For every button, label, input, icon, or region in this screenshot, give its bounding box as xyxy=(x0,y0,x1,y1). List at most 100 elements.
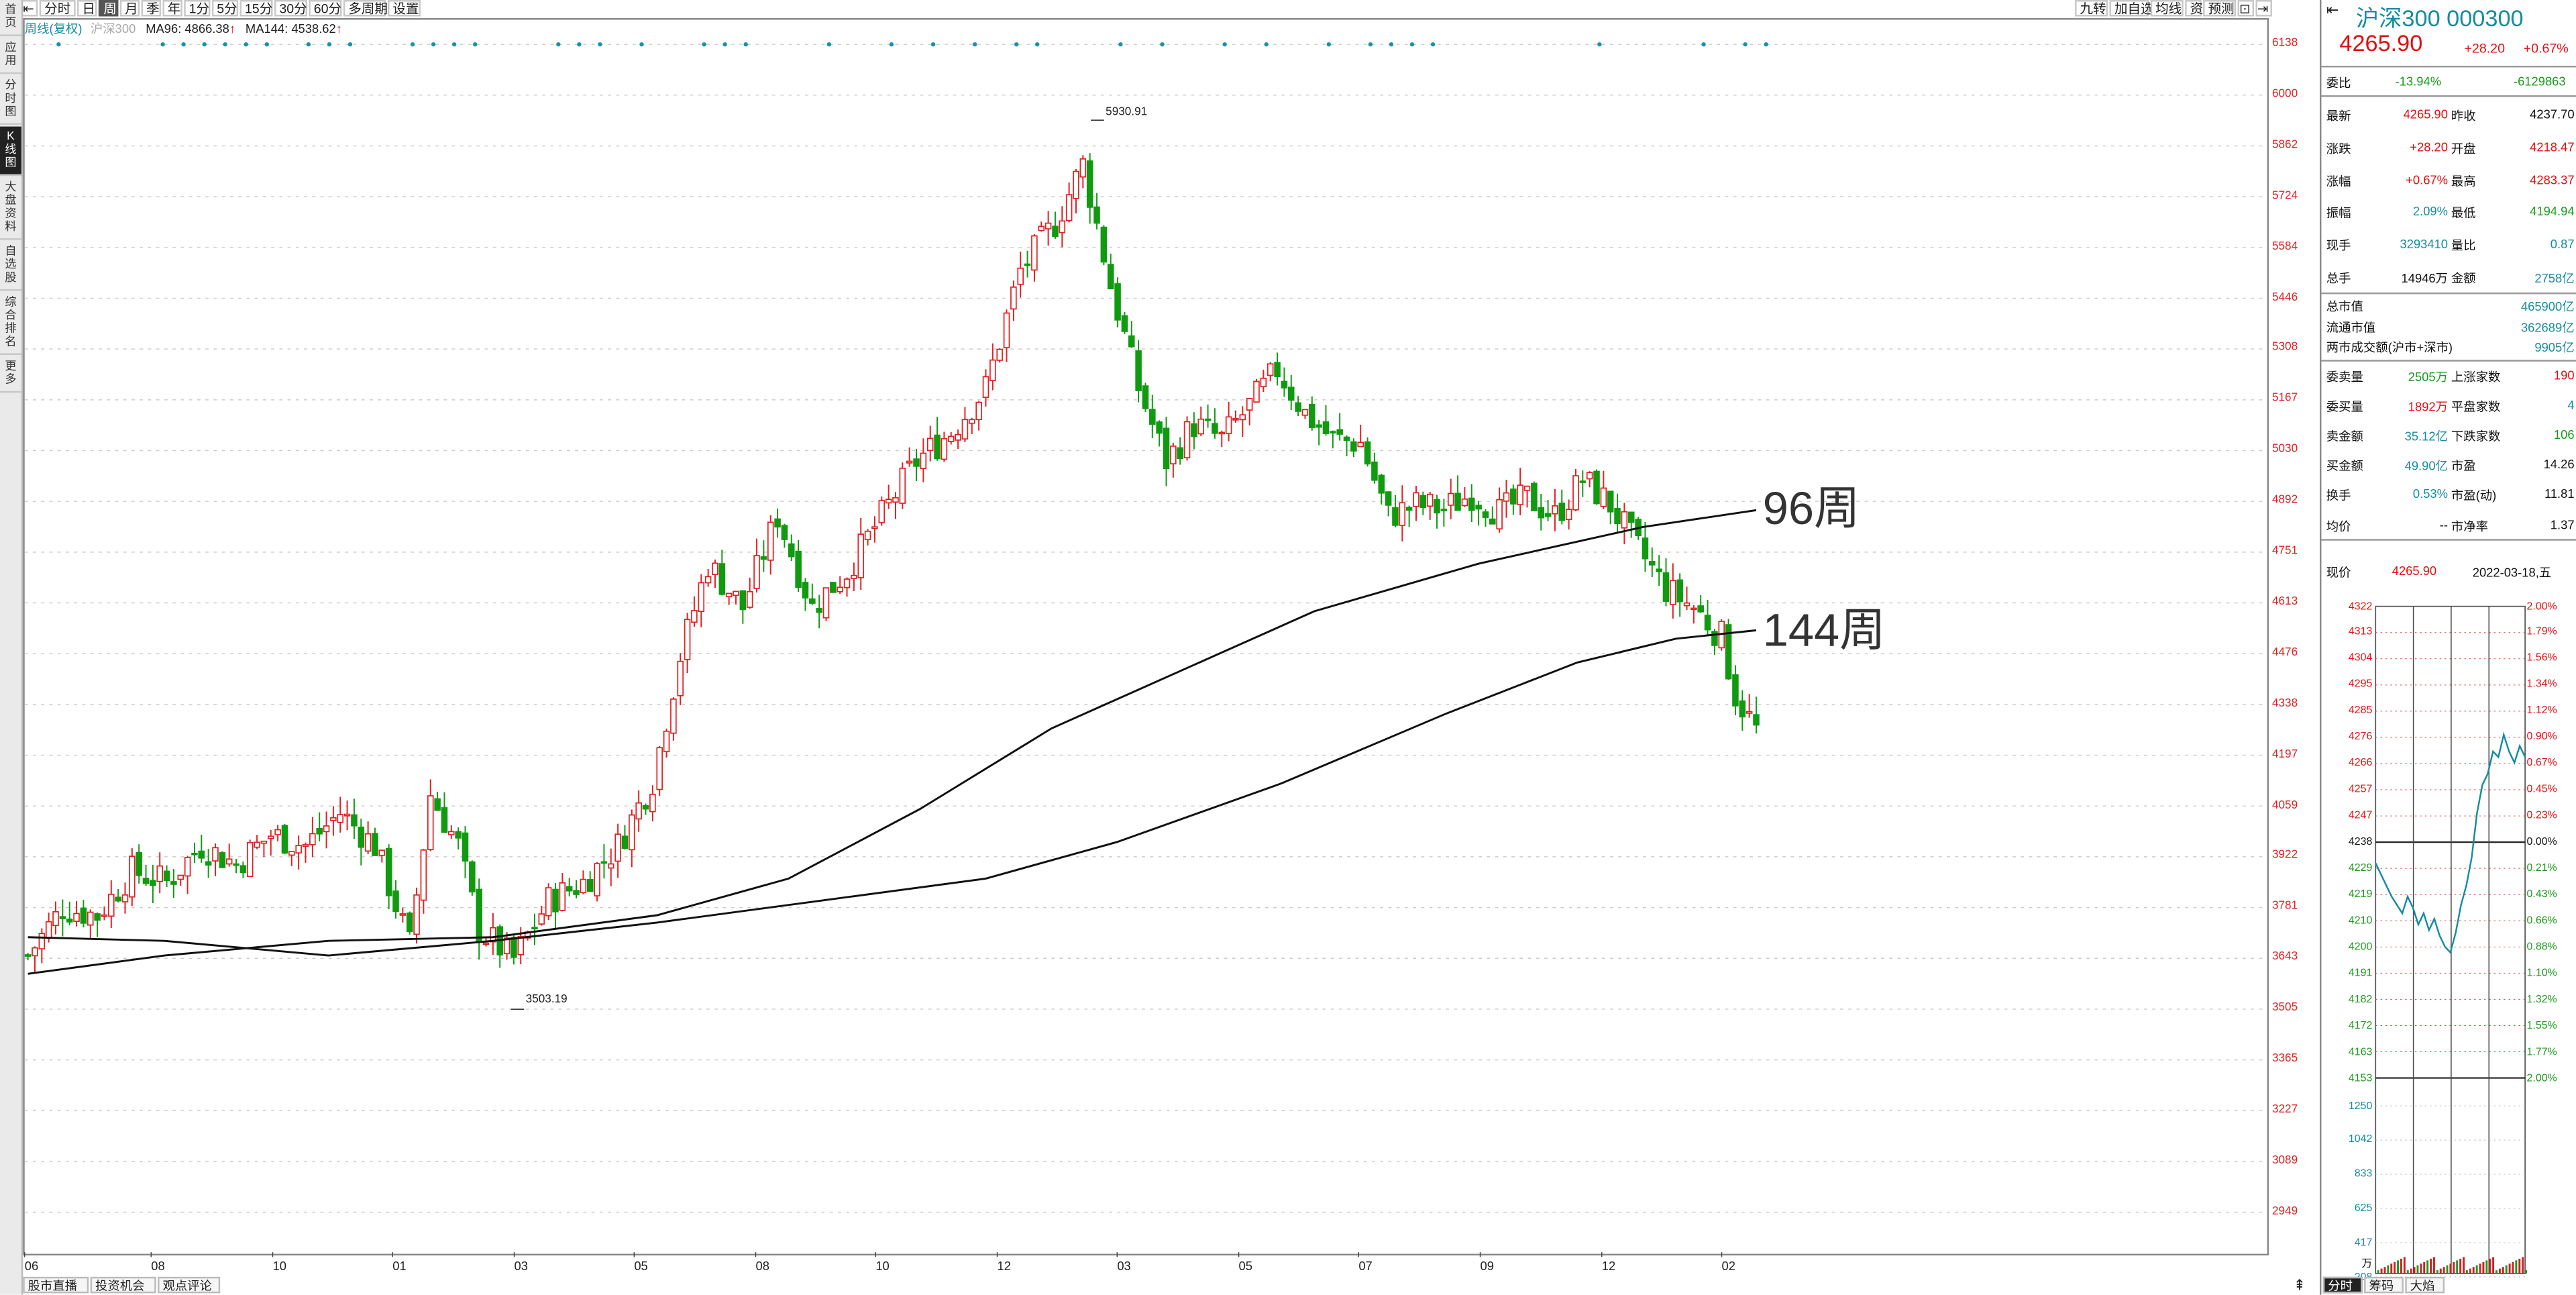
period-tab-4[interactable]: 季 xyxy=(141,0,162,16)
y-tick-label: 2949 xyxy=(2271,1205,2298,1217)
volume-bar xyxy=(2459,1258,2462,1274)
toolbar-right-4[interactable]: 预测 xyxy=(2203,0,2237,16)
candle-body xyxy=(1191,423,1197,437)
toolbar-right-2[interactable]: 均线 xyxy=(2150,0,2184,16)
order-label: 平盘家数 xyxy=(2451,399,2501,415)
candle-body xyxy=(1204,418,1212,421)
sidebar-item-7[interactable]: 更多 xyxy=(0,356,21,393)
order-value: 106 xyxy=(2553,427,2575,443)
toolbar-forward-icon[interactable]: ⇥ xyxy=(2255,0,2272,16)
sidebar-item-0[interactable]: 首页 xyxy=(0,0,21,36)
candle-body xyxy=(1468,497,1475,511)
order-value: 4 xyxy=(2567,397,2575,413)
candle-body xyxy=(1670,580,1676,605)
period-tab-0[interactable]: 分时 xyxy=(39,0,76,16)
right-tab-1[interactable]: 筹码 xyxy=(2364,1276,2404,1294)
candle-body xyxy=(1031,235,1038,271)
indicator-name[interactable]: 周线(复权) xyxy=(24,21,83,36)
y-tick-label: 4613 xyxy=(2271,596,2298,608)
candle-body xyxy=(1434,499,1440,514)
candle-body xyxy=(781,525,788,540)
candle-body xyxy=(295,845,302,854)
candle-body xyxy=(774,518,781,528)
now-price-label: 现价 xyxy=(2326,565,2351,580)
candle-body xyxy=(1746,711,1753,714)
candle-body xyxy=(961,419,969,440)
period-tab-9[interactable]: 30分 xyxy=(274,0,307,16)
candle-body xyxy=(975,401,982,421)
candle-body xyxy=(150,880,156,886)
sidebar-item-4[interactable]: 大盘资料 xyxy=(0,177,21,240)
candle-body xyxy=(982,376,989,399)
y-tick-label: 5584 xyxy=(2271,241,2298,253)
volume-bar xyxy=(2443,1267,2445,1274)
candle-body xyxy=(288,851,295,856)
period-tab-7[interactable]: 5分 xyxy=(211,0,239,16)
collapse-icon[interactable]: ⇞ xyxy=(2293,1276,2306,1294)
candle-body xyxy=(198,850,205,859)
signal-dot xyxy=(889,42,894,47)
candle-body xyxy=(80,907,87,924)
signal-dot xyxy=(556,42,561,47)
candle-body xyxy=(892,497,899,503)
period-tab-10[interactable]: 60分 xyxy=(309,0,342,16)
lock-icon[interactable]: ⊡ xyxy=(2237,0,2255,16)
bottom-tab-2[interactable]: 观点评论 xyxy=(158,1276,221,1294)
period-tab-6[interactable]: 1分 xyxy=(184,0,211,16)
signal-dot xyxy=(1701,42,1706,47)
sidebar-item-6[interactable]: 综合排名 xyxy=(0,292,21,355)
signal-dot xyxy=(702,42,706,47)
candle-body xyxy=(580,878,587,894)
candle-body xyxy=(1649,561,1656,566)
toolbar-right-1[interactable]: 加自选 xyxy=(2109,0,2154,16)
bottom-tab-0[interactable]: 股市直播 xyxy=(23,1276,89,1294)
quote-value: +0.67% xyxy=(2406,172,2449,187)
sidebar-item-1[interactable]: 应用 xyxy=(0,38,21,74)
sidebar-item-5[interactable]: 自选股 xyxy=(0,242,21,291)
period-tab-5[interactable]: 年 xyxy=(162,0,182,16)
candle-body xyxy=(1461,498,1468,507)
candle-body xyxy=(1052,225,1059,238)
candle-body xyxy=(260,840,268,844)
candle-body xyxy=(795,550,802,588)
candle-body xyxy=(212,847,219,862)
market-label: 流通市值 xyxy=(2326,319,2376,335)
quote-label: 总手 xyxy=(2326,271,2351,287)
low-price-label: 3503.19 xyxy=(525,994,568,1006)
candle-body xyxy=(184,857,191,877)
x-tick-label: 03 xyxy=(514,1258,528,1274)
signal-dot xyxy=(598,42,602,47)
period-tab-8[interactable]: 15分 xyxy=(239,0,273,16)
intraday-pct-label: 1.55% xyxy=(2526,1019,2557,1032)
period-tab-1[interactable]: 日 xyxy=(77,0,97,16)
candle-body xyxy=(698,582,705,612)
signal-dot xyxy=(1326,42,1332,47)
candle-body xyxy=(1059,220,1066,234)
intraday-pct-label: 1.12% xyxy=(2526,705,2557,717)
period-tab-11[interactable]: 多周期 xyxy=(343,0,388,16)
candle-body xyxy=(635,802,642,820)
right-tab-2[interactable]: 大焰 xyxy=(2405,1276,2445,1294)
panel-nav-icon[interactable]: ⇤ xyxy=(2326,1,2339,18)
toolbar-right-0[interactable]: 九转 xyxy=(2075,0,2108,16)
bottom-tab-1[interactable]: 投资机会 xyxy=(90,1276,156,1294)
toolbar-right-3[interactable]: 资 xyxy=(2185,0,2203,16)
sidebar-item-2[interactable]: 分时图 xyxy=(0,75,21,125)
period-tab-3[interactable]: 月 xyxy=(119,0,140,16)
candle-body xyxy=(1614,507,1621,525)
period-tab-2[interactable]: 周 xyxy=(98,0,119,16)
candle-body xyxy=(851,574,857,579)
quote-date: 2022-03-18,五 xyxy=(2472,565,2552,580)
x-tick-label: 08 xyxy=(755,1258,769,1274)
right-tab-0[interactable]: 分时 xyxy=(2322,1276,2363,1294)
candle-body xyxy=(205,861,212,866)
period-tab-12[interactable]: 设置 xyxy=(387,0,421,16)
candle-body xyxy=(1593,470,1600,505)
intraday-pct-label: 0.88% xyxy=(2526,941,2557,953)
candle-body xyxy=(1732,674,1739,707)
intraday-price-label: 4219 xyxy=(2348,888,2373,900)
candle-body xyxy=(1225,416,1232,434)
